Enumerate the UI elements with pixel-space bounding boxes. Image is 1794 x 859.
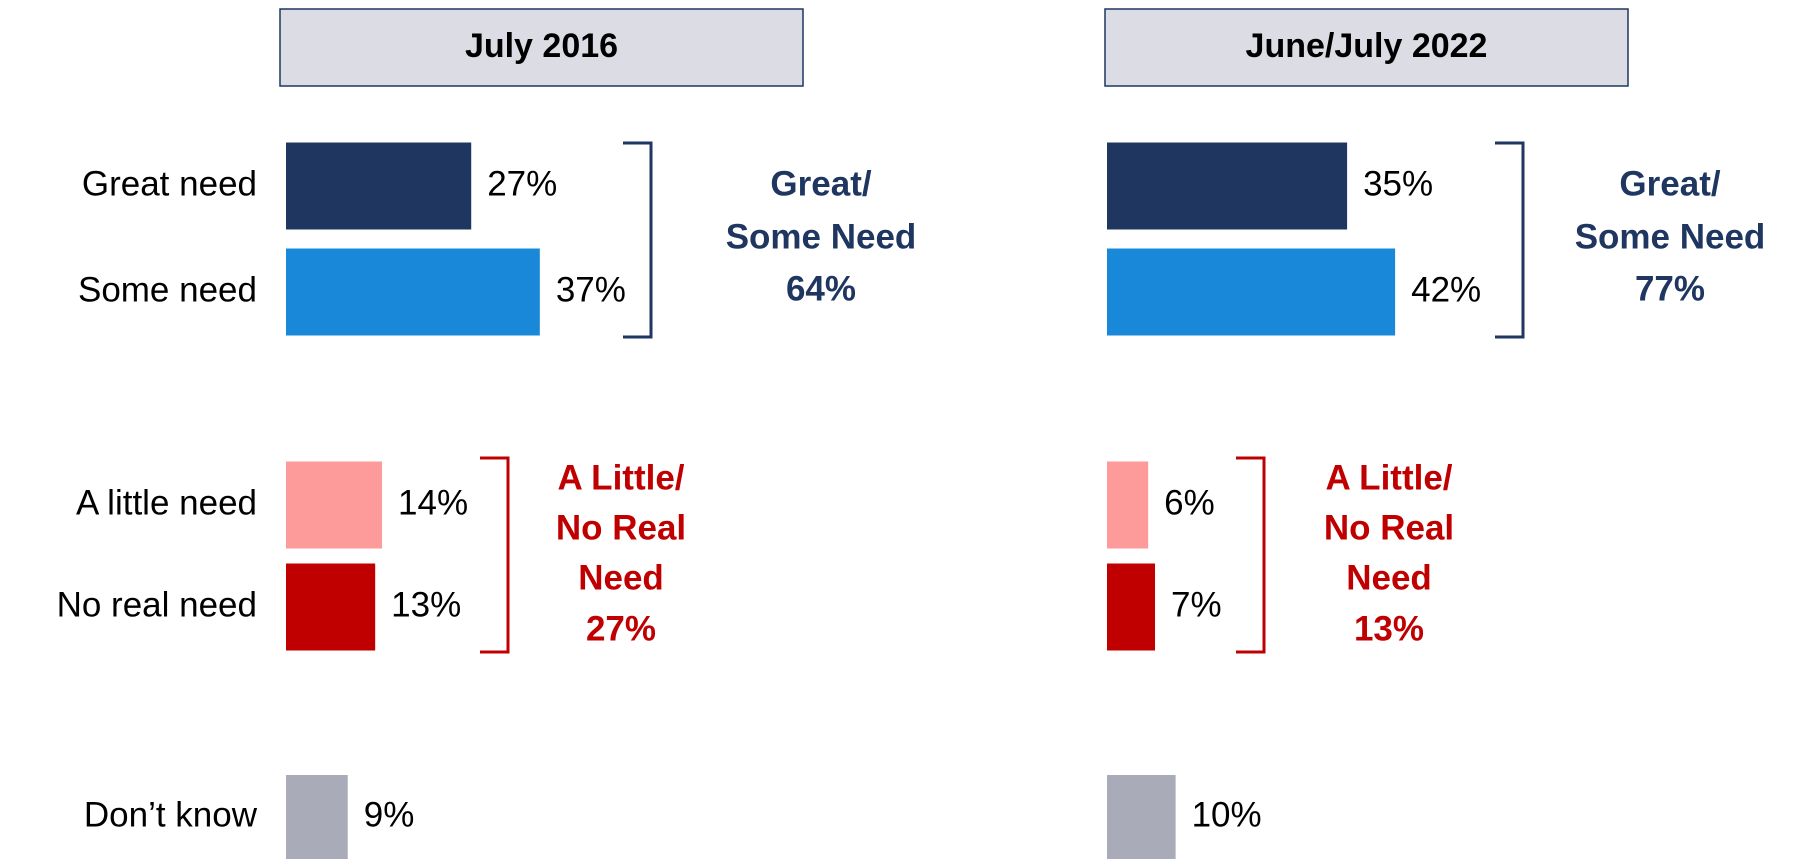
bracket: [1236, 456, 1266, 654]
bar: [286, 461, 383, 549]
annotation-text: Some Need: [726, 217, 917, 256]
value-label: 37%: [556, 270, 626, 309]
annotation-text: A Little/: [1325, 458, 1452, 497]
value-label: 6%: [1164, 483, 1215, 522]
panel-header-box: [1104, 8, 1629, 87]
annotation-text: No Real: [556, 508, 686, 547]
bar: [1107, 461, 1149, 549]
annotation-total: 77%: [1635, 269, 1705, 308]
annotation-text: Need: [578, 558, 664, 597]
bar: [1107, 248, 1396, 336]
value-label: 9%: [364, 795, 415, 834]
bar: [286, 142, 472, 230]
bar: [286, 563, 376, 651]
value-label: 42%: [1411, 270, 1481, 309]
bar: [286, 248, 540, 336]
annotation-text: No Real: [1324, 508, 1454, 547]
panel-header: June/July 2022: [1246, 27, 1488, 65]
panel-header-box: [279, 8, 804, 87]
annotation-total: 64%: [786, 269, 856, 308]
annotation-total: 27%: [586, 609, 656, 648]
value-label: 7%: [1171, 585, 1222, 624]
annotation-text: Great/: [770, 164, 871, 203]
panel-header: July 2016: [465, 27, 618, 65]
bar: [1107, 563, 1156, 651]
value-label: 27%: [487, 164, 557, 203]
bracket: [1495, 141, 1525, 339]
bar: [1107, 775, 1176, 859]
bar: [286, 775, 348, 859]
bracket: [480, 456, 510, 654]
annotation-text: A Little/: [557, 458, 684, 497]
category-label: A little need: [76, 483, 257, 522]
category-label: Don’t know: [84, 795, 258, 834]
value-label: 14%: [398, 483, 468, 522]
annotation-text: Need: [1346, 558, 1432, 597]
bracket: [623, 141, 653, 339]
annotation-text: Great/: [1619, 164, 1720, 203]
category-label: Some need: [78, 270, 257, 309]
value-label: 35%: [1363, 164, 1433, 203]
value-label: 13%: [391, 585, 461, 624]
annotation-text: Some Need: [1575, 217, 1766, 256]
category-label: Great need: [82, 164, 257, 203]
value-label: 10%: [1192, 795, 1262, 834]
annotation-total: 13%: [1354, 609, 1424, 648]
category-label: No real need: [57, 585, 257, 624]
bar: [1107, 142, 1348, 230]
